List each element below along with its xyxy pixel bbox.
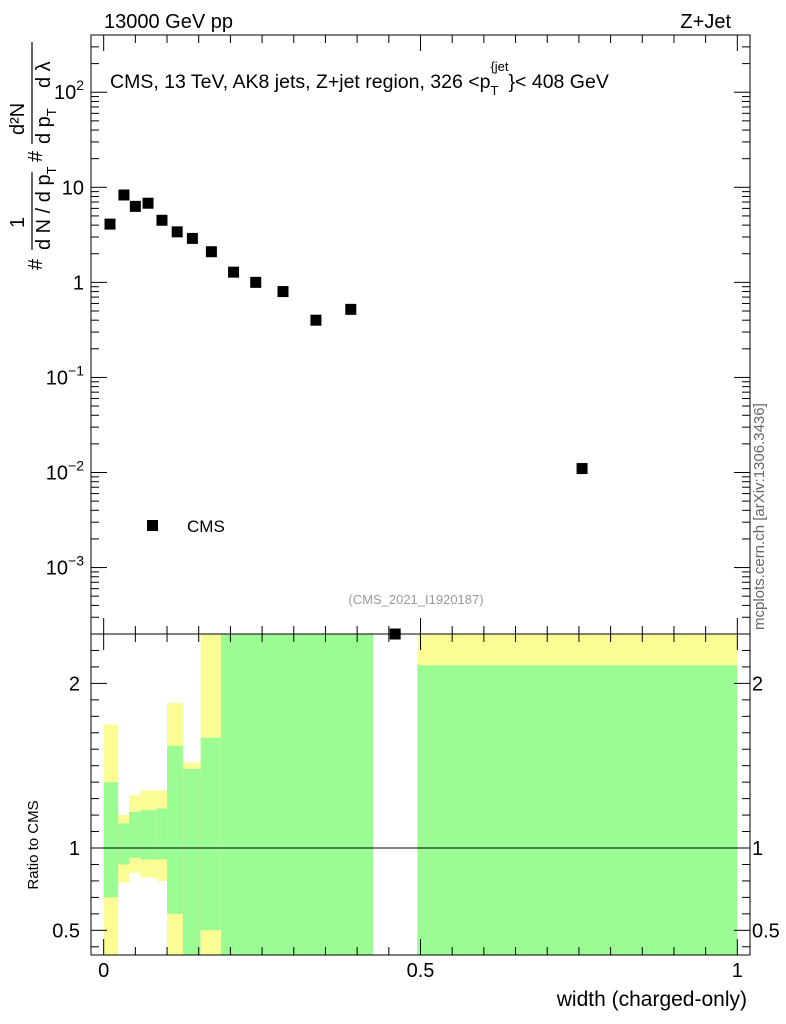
data-point [345,303,357,315]
ratio-band-inner [118,823,130,865]
data-point [142,197,154,209]
ratio-y-tick-label-right: 1 [752,838,763,860]
data-point [277,286,289,298]
ylabel-d2n: d²N [7,103,29,135]
legend-marker-cms [147,520,158,531]
ratio-band-inner [103,782,119,898]
ratio-y-tick-label-right: 2 [752,673,763,695]
x-tick-label: 1 [732,960,743,982]
data-point [104,218,116,230]
main-y-tick-label: 10 [62,177,84,199]
ylabel-dlambda: d λ [33,61,55,88]
data-point [576,463,588,475]
ratio-axes: 2 2 1 1 0.5 0.5 0 0.5 1 [52,634,780,982]
data-point [129,200,141,212]
ratio-band-inner [156,808,168,860]
data-point [118,189,130,201]
ylabel-hash-2: # [25,150,47,162]
ratio-bands [103,634,738,955]
ratio-y-label: Ratio to CMS [25,800,42,889]
data-point [250,276,262,288]
legend-label-cms: CMS [187,517,225,536]
ylabel-frac-den: d N / d pT [33,166,59,250]
ratio-y-tick-label-right: 0.5 [752,920,780,942]
header-left: 13000 GeV pp [104,11,233,33]
ylabel-dpt: d pT [33,108,59,144]
data-point [156,214,168,226]
ratio-band-inner [140,810,157,860]
ratio-band-inner [182,768,201,955]
data-point [171,226,183,238]
main-y-tick-label: 10−3 [46,553,84,580]
main-plot-frame [90,34,751,635]
x-tick-label: 0 [98,960,109,982]
ratio-band-inner [129,811,141,858]
main-y-tick-label: 102 [54,77,84,104]
ratio-y-tick-label-left: 0.5 [52,920,80,942]
data-series-cms [104,189,588,640]
data-point [186,232,198,244]
data-point [205,246,217,258]
ratio-y-tick-label-left: 2 [69,673,80,695]
ratio-band-inner [200,737,221,931]
ylabel-hash-1: # [25,258,47,270]
ratio-band-inner [220,634,373,955]
ratio-plot-frame [90,633,751,956]
plot-title: CMS, 13 TeV, AK8 jets, Z+jet region, 326… [110,59,609,98]
x-axis-label: width (charged-only) [556,988,747,1011]
main-y-axis: 102 10 1 10−1 10−2 10−3 [46,34,750,635]
analysis-id: (CMS_2021_I1920187) [348,592,483,607]
main-y-axis-label: # 1 d N / d pT # d²N d pT d λ [7,42,59,270]
x-tick-label: 0.5 [407,960,435,982]
ylabel-frac-num: 1 [7,217,29,228]
watermark: mcplots.cern.ch [arXiv:1306.3436] [751,403,768,630]
data-point [228,266,240,278]
ratio-y-tick-label-left: 1 [69,838,80,860]
header-right: Z+Jet [680,11,731,33]
main-y-tick-label: 10−1 [46,362,84,389]
main-y-tick-label: 10−2 [46,457,84,484]
ratio-band-inner [167,745,183,914]
main-y-tick-label: 1 [73,272,84,294]
ratio-band-inner [417,665,738,955]
data-point [310,314,322,326]
